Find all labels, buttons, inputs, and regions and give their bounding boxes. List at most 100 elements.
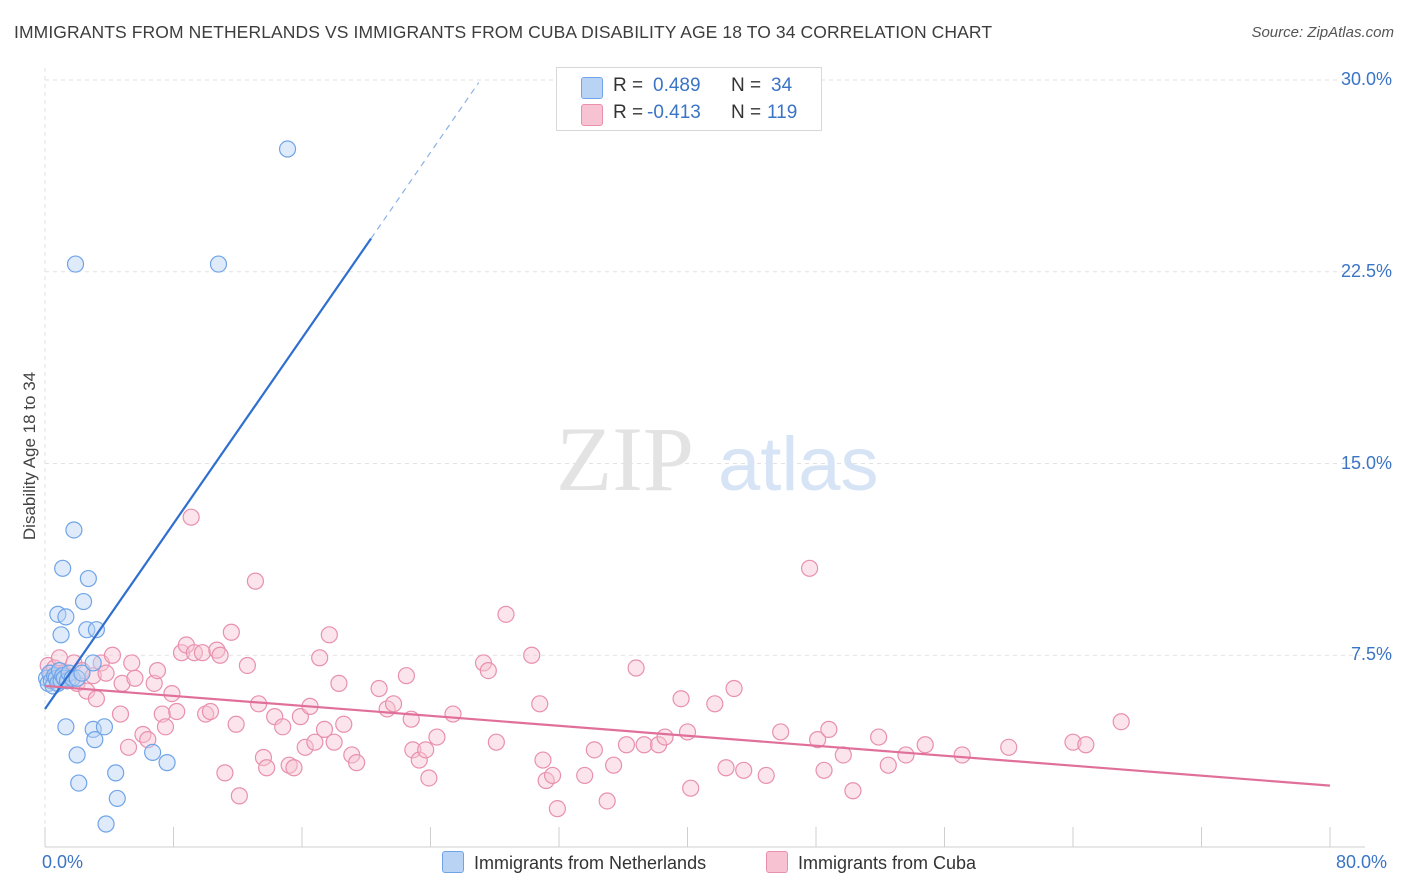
- cuba-point: [772, 723, 790, 741]
- cuba-point: [296, 738, 314, 756]
- cuba-point: [534, 751, 552, 769]
- cuba-point: [523, 646, 541, 664]
- cuba-point: [635, 736, 653, 754]
- netherlands-point: [73, 664, 91, 682]
- cuba-point: [809, 731, 827, 749]
- cuba-point: [103, 646, 122, 664]
- cuba-point: [410, 751, 428, 769]
- netherlands-point: [158, 754, 176, 772]
- cuba-point: [617, 736, 636, 754]
- cuba-point: [230, 787, 248, 805]
- netherlands-point: [97, 815, 115, 833]
- netherlands-swatch: [581, 77, 603, 99]
- netherlands-point: [87, 621, 106, 639]
- cuba-point: [444, 705, 462, 723]
- cuba-point: [815, 761, 833, 779]
- cuba-point: [870, 728, 888, 746]
- cuba-point: [548, 800, 566, 818]
- cuba-point: [420, 769, 438, 787]
- cuba-point: [201, 702, 220, 721]
- cuba-points: [39, 508, 1130, 818]
- cuba-point: [543, 766, 562, 785]
- cuba-point: [134, 725, 152, 744]
- x-tick-label-max: 80.0%: [1336, 852, 1388, 872]
- grid-lines: [44, 68, 1365, 847]
- cuba-point: [706, 695, 724, 713]
- cuba-point: [487, 733, 505, 751]
- cuba-point: [254, 748, 273, 767]
- cuba-point: [163, 684, 181, 703]
- cuba-swatch: [581, 104, 603, 126]
- cuba-point: [330, 674, 348, 692]
- netherlands-point: [57, 718, 75, 736]
- y-tick-label: 22.5%: [1340, 260, 1392, 281]
- cuba-point: [1000, 738, 1018, 756]
- cuba-point: [306, 733, 324, 751]
- netherlands-point: [74, 592, 93, 611]
- legend-n-value-netherlands: 34: [771, 75, 793, 96]
- legend-r-label: R =: [613, 75, 644, 96]
- source-label: Source: ZipAtlas.com: [1251, 24, 1394, 41]
- legend-r-label: R =: [613, 102, 644, 123]
- cuba-point: [111, 705, 130, 723]
- cuba-point: [678, 723, 697, 741]
- cuba-point: [238, 656, 256, 675]
- cuba-point: [87, 690, 106, 708]
- cuba-point: [325, 733, 343, 751]
- watermark: ZIP atlas: [556, 408, 879, 510]
- cuba-point: [598, 792, 616, 810]
- cuba-point: [222, 623, 240, 641]
- cuba-point: [656, 728, 674, 746]
- cuba-point: [417, 741, 435, 759]
- bottom-legend-cuba-label: Immigrants from Cuba: [798, 853, 977, 873]
- y-tick-label: 30.0%: [1340, 69, 1392, 89]
- cuba-point: [428, 728, 446, 746]
- cuba-point: [126, 669, 144, 687]
- cuba-point: [820, 720, 838, 738]
- cuba-point: [735, 761, 753, 779]
- cuba-point: [274, 718, 292, 736]
- cuba-point: [725, 679, 743, 698]
- cuba-point: [246, 572, 265, 590]
- cuba-point: [335, 715, 353, 733]
- netherlands-point: [68, 669, 86, 687]
- netherlands-point: [68, 746, 86, 764]
- cuba-point: [123, 654, 141, 672]
- cuba-point: [576, 766, 594, 785]
- cuba-point: [1112, 713, 1130, 731]
- cuba-point: [285, 759, 303, 777]
- cuba-point: [370, 679, 388, 698]
- cuba-point: [197, 705, 215, 723]
- netherlands-point: [107, 764, 125, 782]
- y-tick-label: 15.0%: [1340, 452, 1392, 473]
- cuba-point: [216, 764, 234, 782]
- cuba-point: [320, 626, 338, 644]
- cuba-point: [182, 508, 200, 526]
- correlation-legend: R = 0.489 N = 34 R = -0.413 N = 119: [556, 67, 822, 131]
- cuba-point: [97, 664, 115, 682]
- x-tick-label-min: 0.0%: [42, 852, 84, 872]
- cuba-point: [227, 715, 245, 733]
- trend-lines: [44, 82, 1331, 787]
- cuba-point: [139, 731, 157, 749]
- cuba-point: [916, 736, 934, 754]
- bottom-legend-netherlands-label: Immigrants from Netherlands: [474, 853, 707, 873]
- cuba-point: [844, 782, 862, 800]
- cuba-point: [897, 746, 915, 764]
- cuba-point: [605, 756, 623, 774]
- legend-r-value-netherlands: 0.489: [653, 75, 701, 96]
- y-tick-label: 7.5%: [1350, 644, 1392, 665]
- cuba-point: [879, 756, 897, 774]
- cuba-point: [168, 702, 186, 721]
- cuba-point: [348, 754, 366, 772]
- cuba-point: [211, 646, 229, 664]
- cuba-point: [682, 779, 700, 797]
- cuba-point: [479, 661, 497, 680]
- netherlands-point: [108, 789, 126, 808]
- cuba-point: [531, 695, 549, 713]
- legend-n-value-cuba: 119: [767, 102, 798, 123]
- cuba-point: [119, 738, 138, 756]
- netherlands-point: [57, 608, 75, 626]
- cuba-point: [148, 661, 167, 680]
